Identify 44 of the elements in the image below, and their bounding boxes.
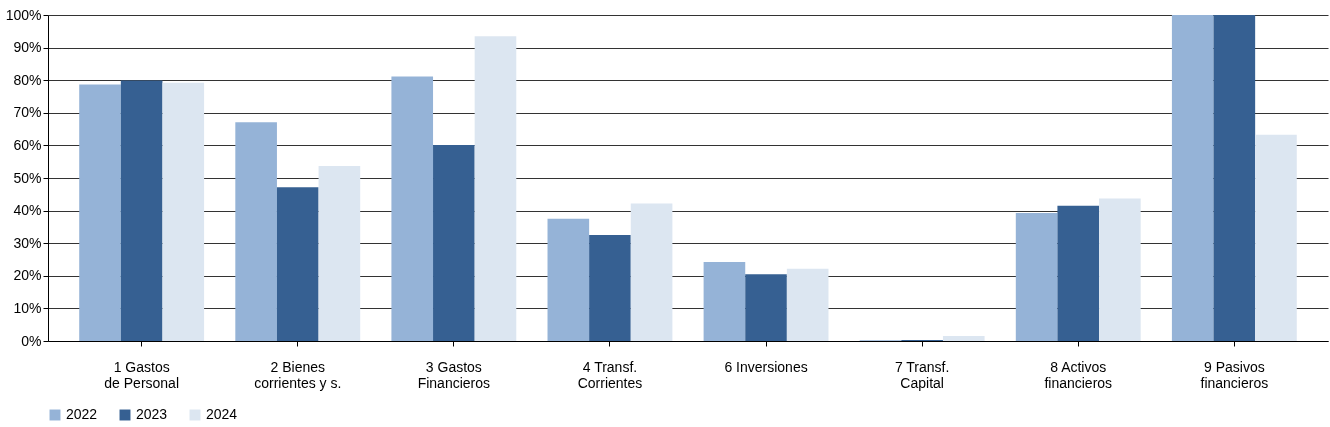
x-tick-label: 9 Pasivos financieros <box>1200 358 1269 391</box>
x-tick-label: 4 Transf. Corrientes <box>577 358 643 391</box>
bar <box>589 235 631 341</box>
bar <box>120 80 163 341</box>
y-tick-label: 10% <box>13 299 42 316</box>
bar <box>1171 15 1214 341</box>
y-tick-label: 50% <box>13 169 42 186</box>
y-tick-label: 100% <box>5 6 42 23</box>
x-tick-label: 8 Activos financieros <box>1044 358 1113 391</box>
y-tick-label: 70% <box>13 104 42 121</box>
y-tick-label: 30% <box>13 234 42 251</box>
y-tick-label: 80% <box>13 71 42 88</box>
x-tick-label: 3 Gastos Financieros <box>417 358 491 391</box>
bar <box>79 84 121 341</box>
legend-label: 2022 <box>66 406 98 422</box>
bar <box>745 274 787 341</box>
y-tick-label: 90% <box>13 39 42 56</box>
bar <box>1015 212 1058 341</box>
x-tick-label: 1 Gastos de Personal <box>104 358 180 391</box>
bar <box>433 145 475 341</box>
bar <box>786 268 829 341</box>
bar <box>235 122 277 341</box>
bar <box>318 165 361 341</box>
bar <box>276 187 319 341</box>
x-tick-label: 6 Inversiones <box>724 358 808 375</box>
x-tick-label: 2 Bienes corrientes y s. <box>254 358 342 391</box>
bar <box>630 203 673 341</box>
y-tick-label: 40% <box>13 202 42 219</box>
legend-label: 2023 <box>136 406 168 422</box>
bar <box>1255 134 1297 341</box>
legend-label: 2024 <box>206 406 238 422</box>
bar <box>162 82 205 341</box>
x-tick-label: 7 Transf. Capital <box>894 358 950 391</box>
bar <box>1057 205 1100 341</box>
bar <box>1213 15 1256 341</box>
bar <box>1099 198 1141 341</box>
bar <box>474 36 517 341</box>
bar <box>547 218 590 341</box>
bar <box>703 262 746 341</box>
bar <box>391 76 434 341</box>
y-tick-label: 20% <box>13 267 42 284</box>
bar <box>942 336 985 341</box>
y-tick-label: 60% <box>13 136 42 153</box>
y-tick-label: 0% <box>21 332 42 349</box>
